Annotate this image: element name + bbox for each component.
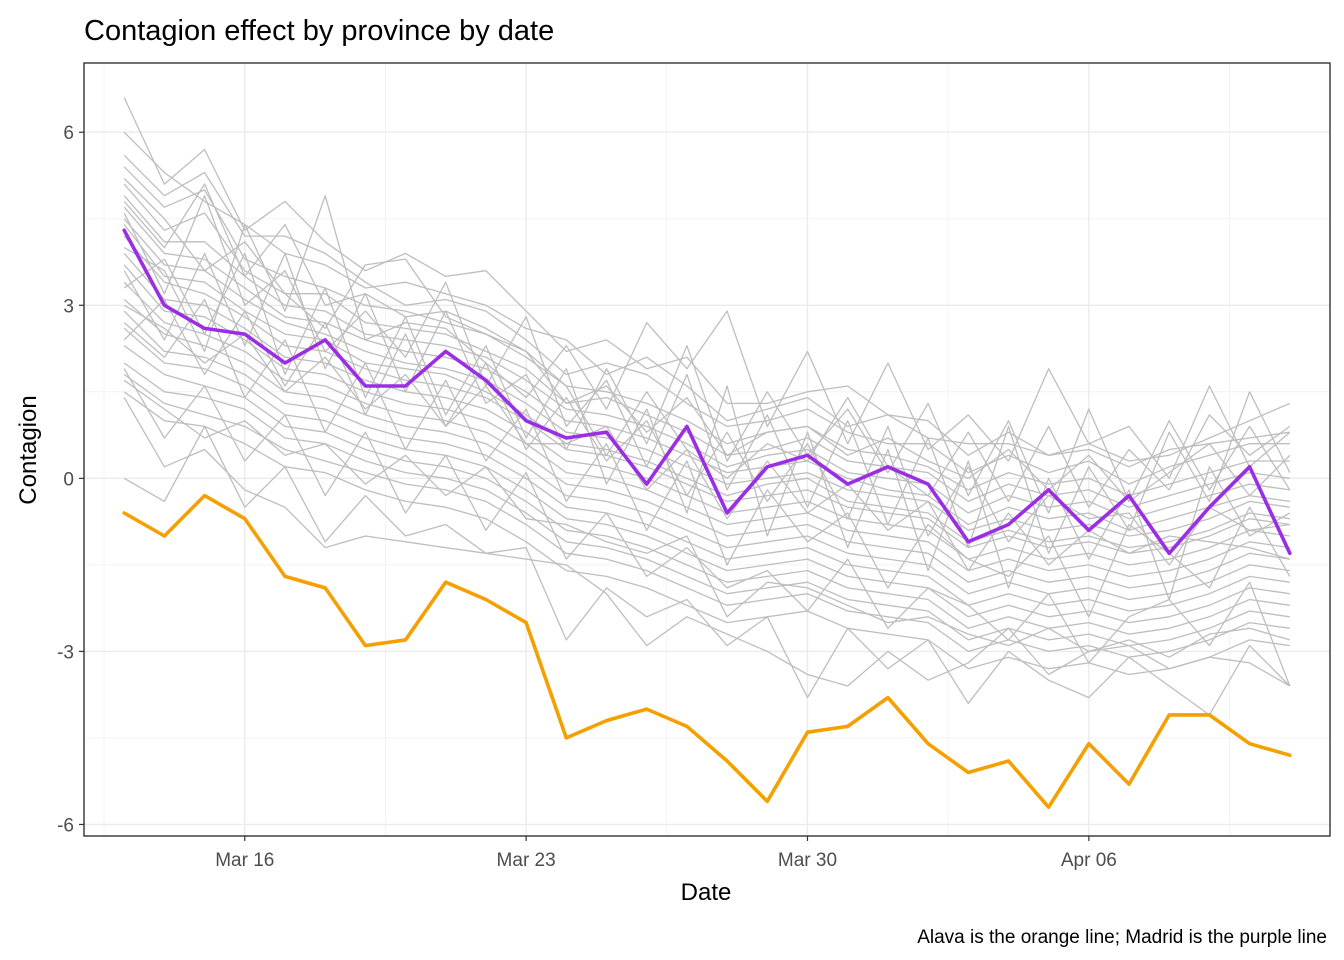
province-series-line-17 xyxy=(123,345,1290,635)
province-series-line-1 xyxy=(123,97,1291,462)
province-series-line-11 xyxy=(123,252,1290,566)
province-series-line-24 xyxy=(123,298,1291,618)
highlight-series-group xyxy=(122,228,1292,809)
province-series-line-30 xyxy=(123,298,1290,566)
province-series-line-26 xyxy=(123,425,1291,716)
province-series-line-14 xyxy=(123,299,1290,601)
province-series-line-28 xyxy=(123,195,1291,479)
y-tick-label: 3 xyxy=(63,296,74,317)
y-tick-label: -6 xyxy=(57,815,74,836)
province-series-line-32 xyxy=(123,304,1290,572)
province-series-line-23 xyxy=(123,252,1291,601)
province-series-line-31 xyxy=(123,183,1291,503)
alava-series-line xyxy=(122,493,1292,809)
province-series-line-12 xyxy=(123,264,1290,578)
province-series-line-20 xyxy=(123,391,1290,676)
province-series-line-6 xyxy=(123,195,1290,520)
madrid-series-line xyxy=(122,228,1292,556)
province-series-line-19 xyxy=(123,373,1290,658)
y-axis: 6 3 0 -3 -6 xyxy=(57,123,84,836)
province-series-line-16 xyxy=(123,327,1290,624)
x-tick-label: Mar 16 xyxy=(215,850,274,871)
y-tick-label: 6 xyxy=(63,123,74,144)
province-series-line-25 xyxy=(123,368,1291,687)
province-series-line-3 xyxy=(123,154,1290,485)
plot-panel-border xyxy=(83,62,1331,837)
x-axis: Mar 16 Mar 23 Mar 30 Apr 06 xyxy=(215,836,1117,871)
x-tick-label: Apr 06 xyxy=(1061,850,1117,871)
background-series-group xyxy=(123,97,1291,716)
x-tick-label: Mar 23 xyxy=(497,850,556,871)
province-series-line-5 xyxy=(123,183,1290,508)
province-series-line-18 xyxy=(123,362,1290,647)
x-axis-title: Date xyxy=(681,879,732,906)
chart-caption: Alava is the orange line; Madrid is the … xyxy=(917,927,1327,948)
province-series-line-27 xyxy=(123,397,1291,687)
province-series-line-22 xyxy=(123,195,1291,554)
province-series-line-33 xyxy=(123,379,1290,658)
province-series-line-29 xyxy=(123,252,1291,514)
x-tick-label: Mar 30 xyxy=(778,850,837,871)
y-axis-title: Contagion xyxy=(15,395,42,504)
province-series-line-13 xyxy=(123,281,1290,589)
chart-title: Contagion effect by province by date xyxy=(84,15,554,47)
y-tick-label: 0 xyxy=(63,469,74,490)
y-tick-label: -3 xyxy=(57,642,74,663)
